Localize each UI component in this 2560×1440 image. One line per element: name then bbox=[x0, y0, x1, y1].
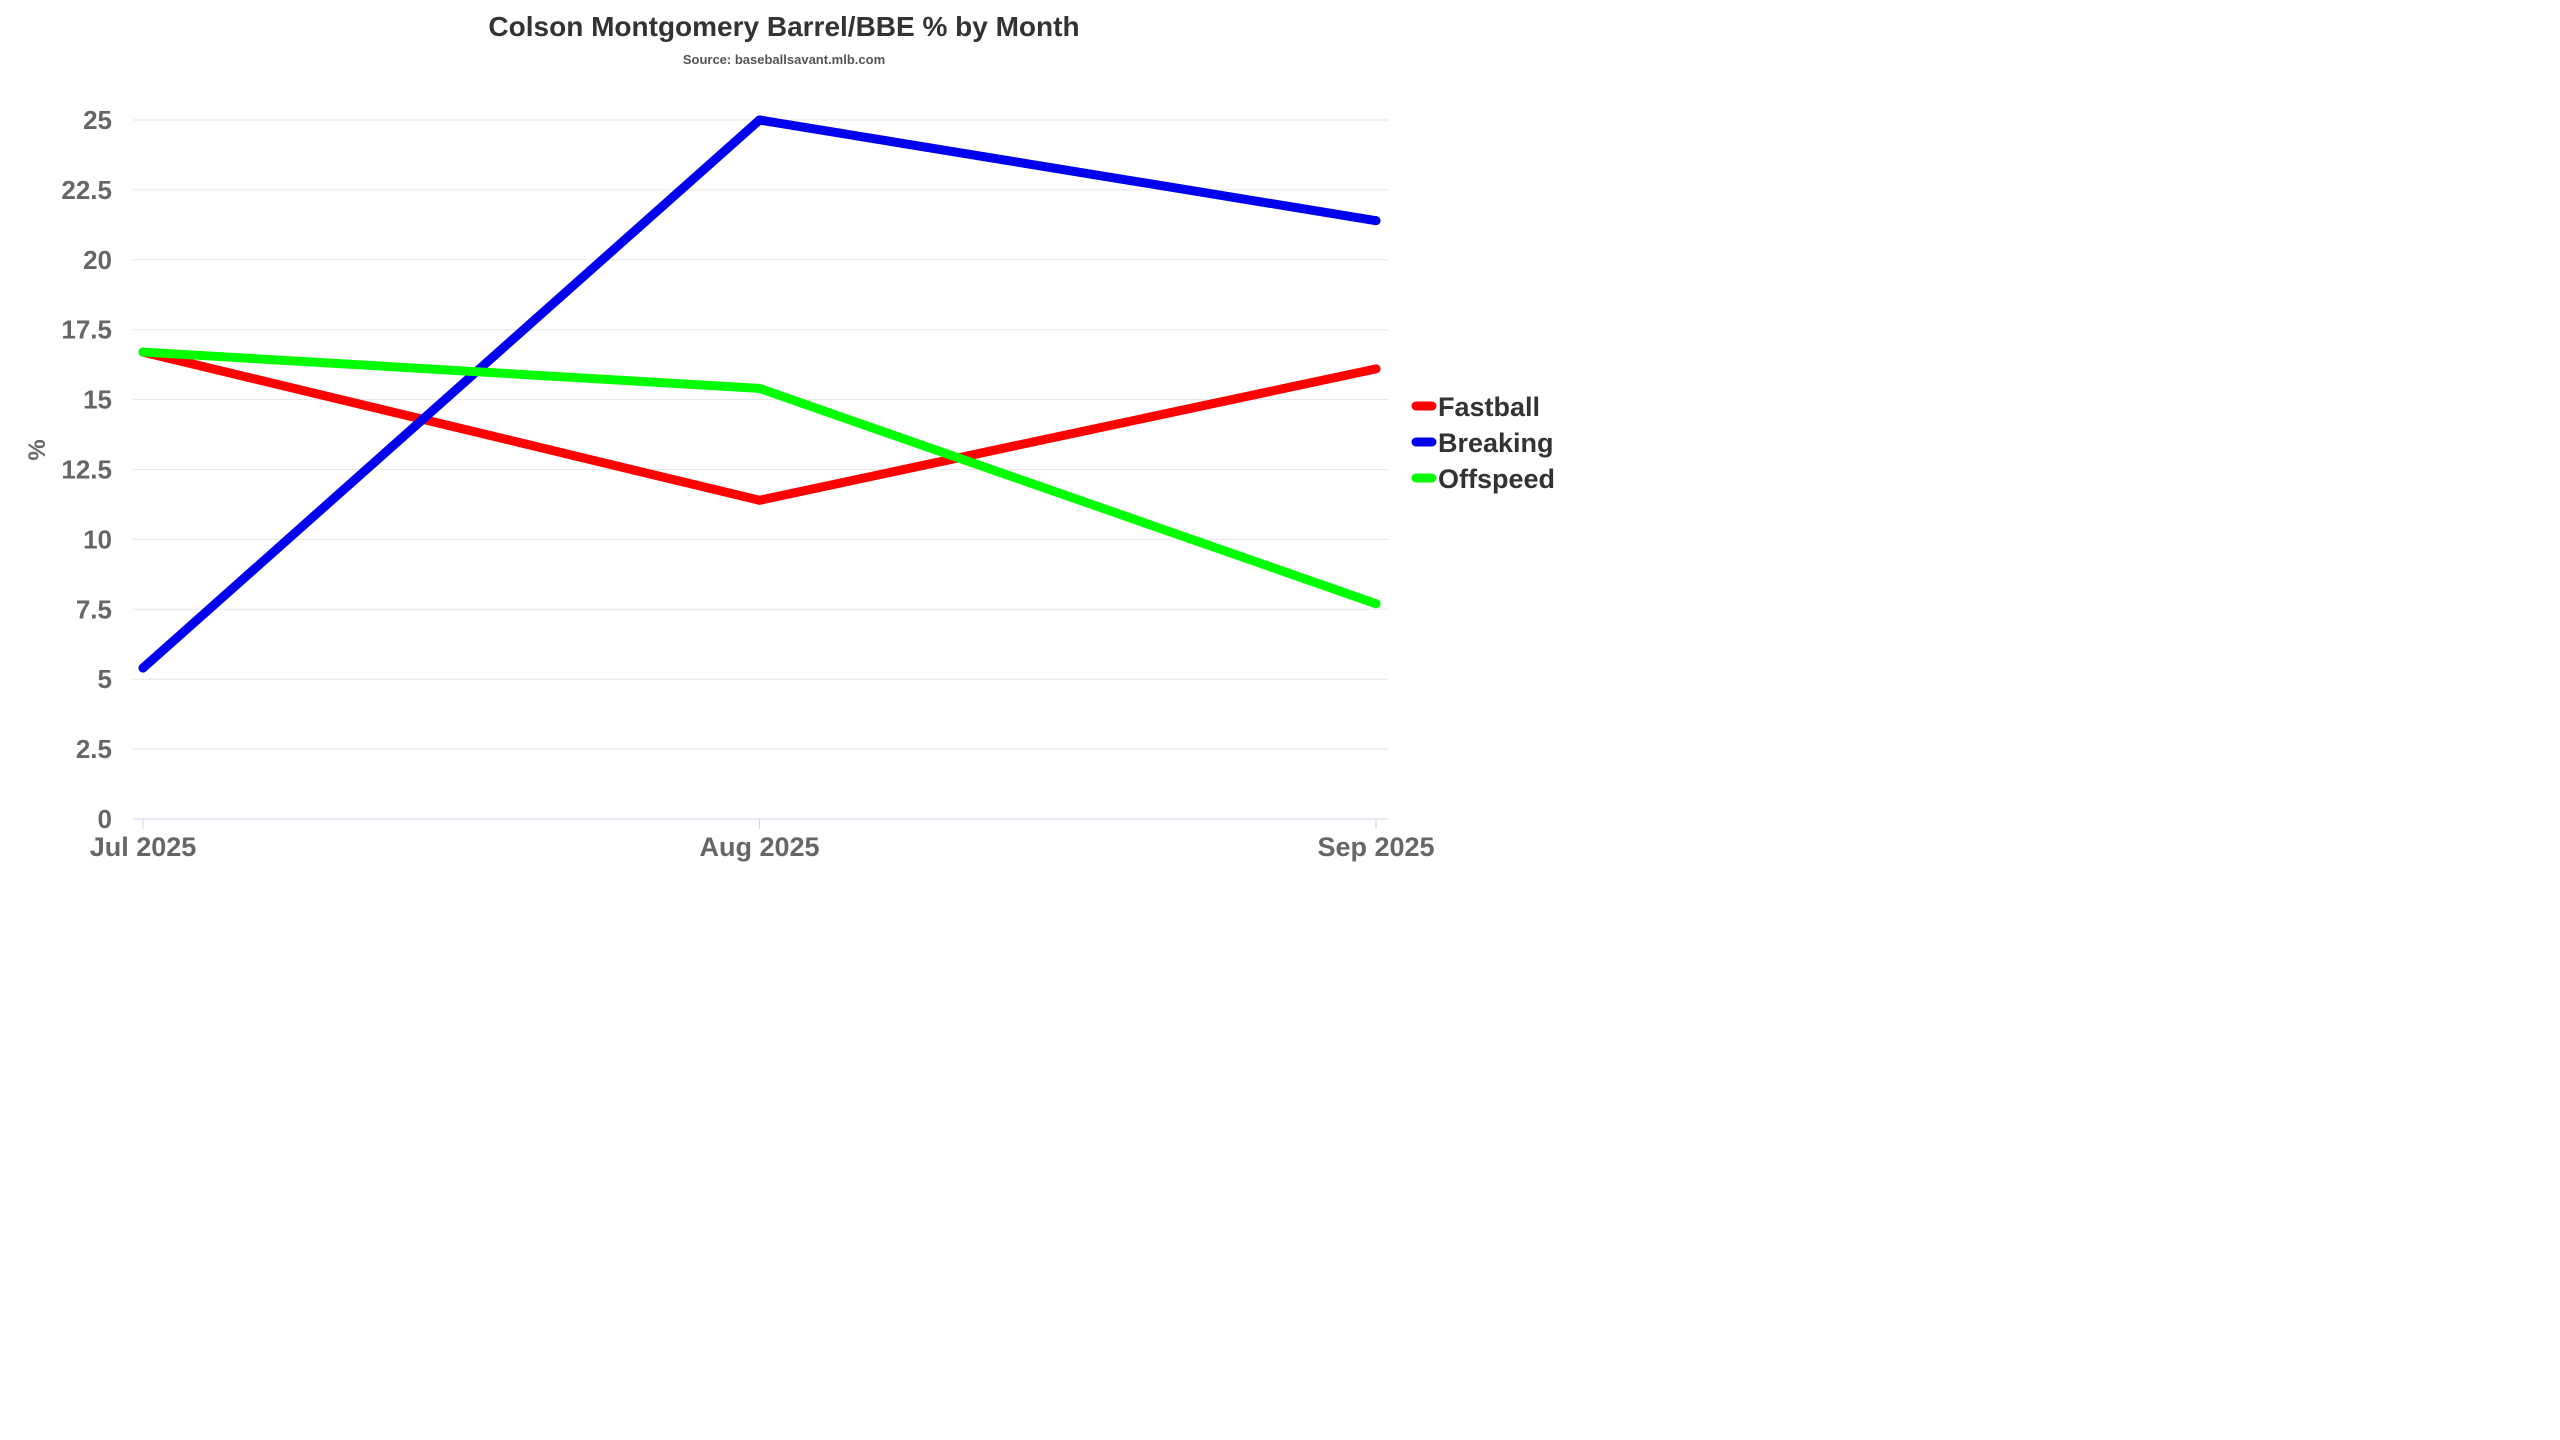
x-tick-label: Jul 2025 bbox=[90, 832, 197, 862]
y-axis-label: % bbox=[24, 439, 51, 460]
series-lines bbox=[138, 115, 1381, 673]
y-tick-label: 25 bbox=[83, 105, 112, 135]
data-point-offspeed bbox=[138, 347, 148, 357]
y-tick-label: 17.5 bbox=[61, 315, 112, 345]
y-tick-label: 10 bbox=[83, 524, 112, 554]
y-tick-label: 12.5 bbox=[61, 455, 112, 485]
grid-lines bbox=[133, 119, 1388, 750]
data-point-breaking bbox=[1371, 216, 1381, 226]
legend-label-fastball[interactable]: Fastball bbox=[1438, 392, 1540, 422]
legend-label-offspeed[interactable]: Offspeed bbox=[1438, 464, 1555, 494]
y-tick-label: 20 bbox=[83, 245, 112, 275]
data-point-offspeed bbox=[1371, 599, 1381, 609]
data-point-offspeed bbox=[755, 383, 764, 393]
x-tick-label: Aug 2025 bbox=[699, 832, 819, 862]
x-axis-ticks: Jul 2025 Aug 2025 Sep 2025 bbox=[90, 819, 1435, 862]
x-tick-label: Sep 2025 bbox=[1317, 832, 1434, 862]
data-point-fastball bbox=[755, 495, 764, 505]
data-point-breaking bbox=[755, 115, 764, 125]
line-chart: Colson Montgomery Barrel/BBE % by Month … bbox=[24, 11, 1555, 862]
chart-title: Colson Montgomery Barrel/BBE % by Month bbox=[488, 11, 1079, 42]
data-point-fastball bbox=[1371, 364, 1381, 374]
y-tick-label: 2.5 bbox=[76, 734, 112, 764]
legend: Fastball Breaking Offspeed bbox=[1411, 392, 1555, 494]
y-tick-label: 22.5 bbox=[61, 175, 112, 205]
y-tick-label: 5 bbox=[98, 664, 112, 694]
y-axis-ticks: 0 2.5 5 7.5 10 12.5 15 17.5 20 22.5 25 bbox=[61, 105, 112, 834]
y-tick-label: 15 bbox=[83, 385, 112, 415]
chart-subtitle: Source: baseballsavant.mlb.com bbox=[683, 52, 885, 67]
series-line-fastball bbox=[138, 347, 1381, 505]
data-point-breaking bbox=[138, 663, 148, 673]
legend-label-breaking[interactable]: Breaking bbox=[1438, 428, 1554, 458]
y-tick-label: 7.5 bbox=[76, 594, 112, 624]
y-tick-label: 0 bbox=[98, 804, 112, 834]
